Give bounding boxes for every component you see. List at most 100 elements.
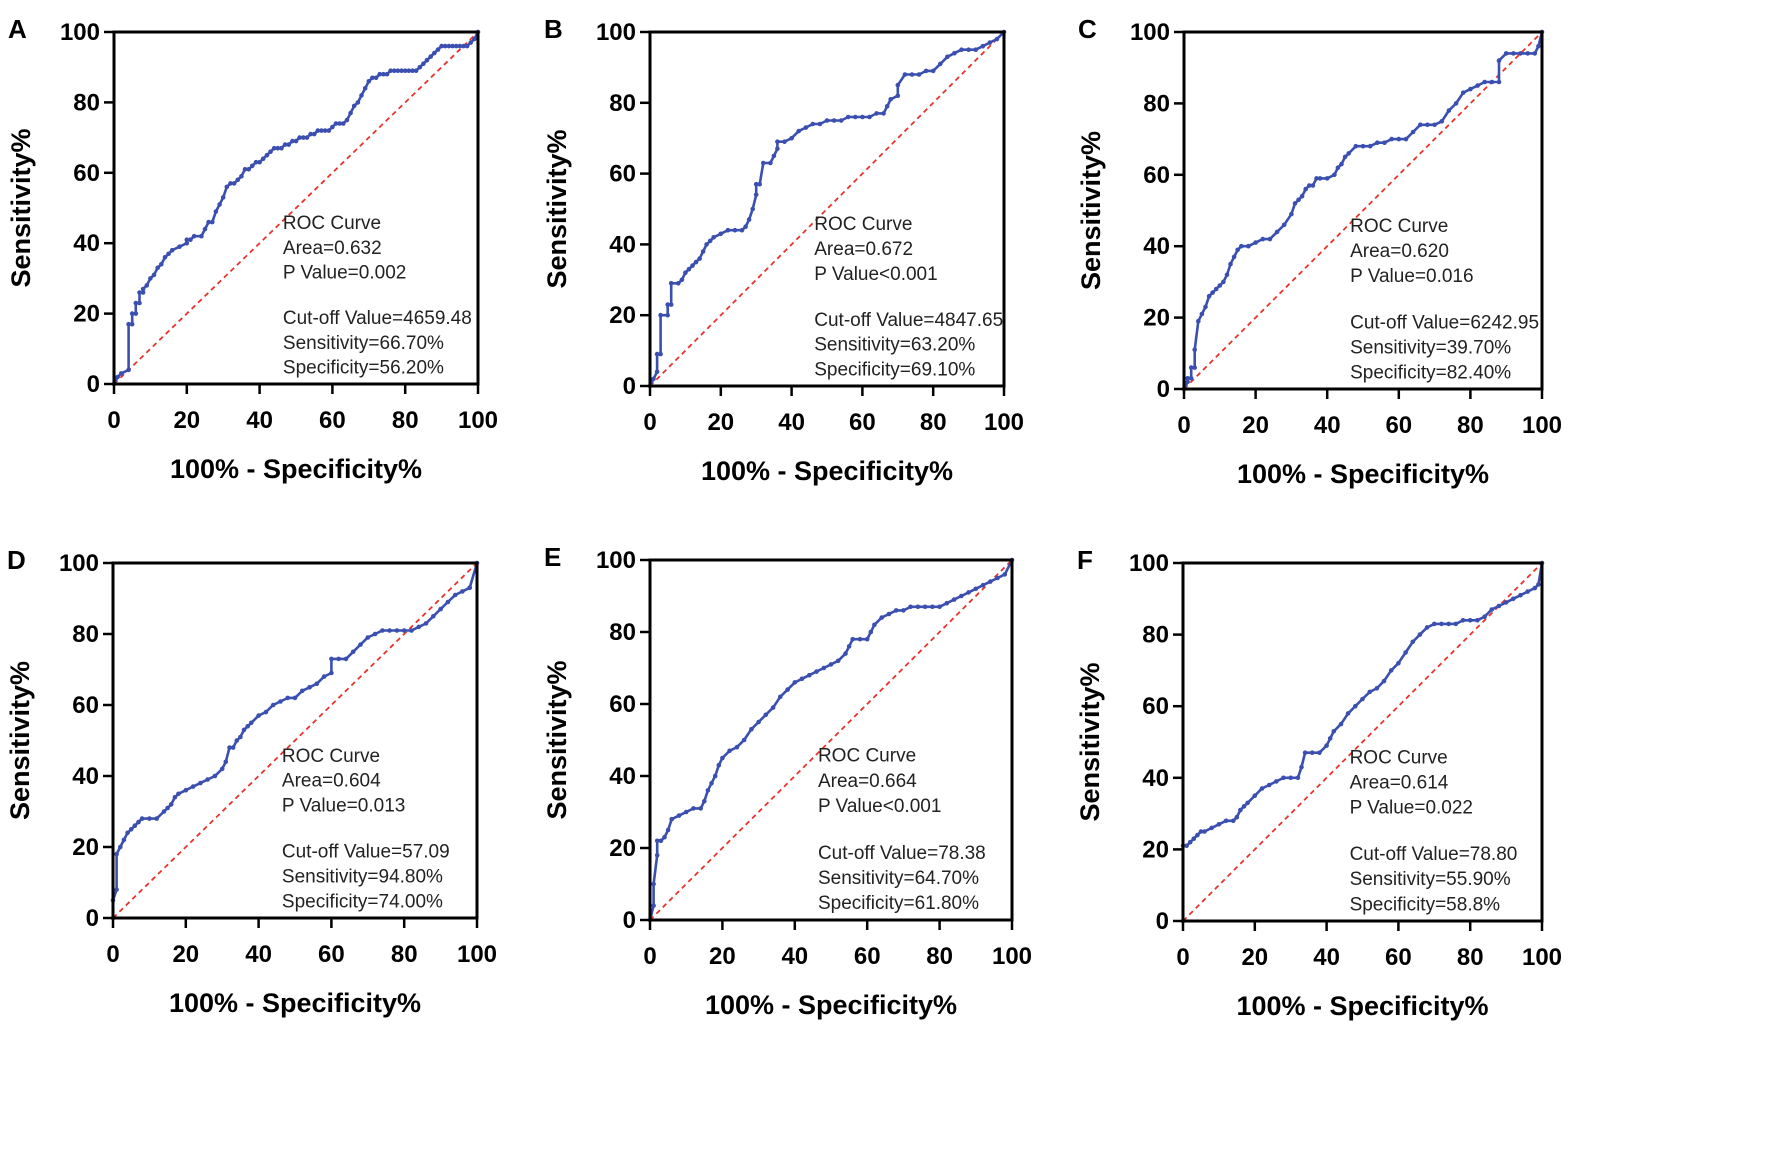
roc-point [757,181,762,187]
roc-point [1184,843,1189,849]
roc-point [1525,51,1530,56]
roc-point [446,43,452,49]
roc-point [1503,51,1509,56]
x-tick-label: 20 [173,407,200,434]
x-tick-label: 20 [709,943,736,970]
roc-point [835,658,841,664]
roc-point [1496,79,1502,85]
panel-letter: A [8,14,27,44]
roc-point [169,247,175,253]
roc-point [1246,243,1251,249]
x-tick-label: 100 [984,409,1024,436]
plot-frame [1182,30,1544,391]
roc-point [668,302,674,307]
panel-d: D 0 20 40 60 80 100 0 20 40 60 80 100 100% - Specific… [5,545,497,1018]
roc-point [395,68,401,73]
roc-point [1475,83,1480,88]
roc-point [1360,143,1366,149]
roc-point [860,114,865,120]
roc-point [980,582,986,588]
roc-point [293,138,299,144]
roc-point [923,68,929,74]
roc-point [1503,600,1509,605]
roc-annotation-line: Cut-off Value=4847.65 [814,310,1003,331]
y-tick-label: 60 [1142,693,1169,720]
x-tick-label: 100 [458,407,498,434]
roc-point [756,719,761,725]
roc-point [1475,618,1480,623]
roc-point [1489,607,1494,612]
roc-point [1299,764,1304,770]
roc-point [693,259,699,265]
roc-point [959,593,964,599]
roc-point [366,79,372,84]
roc-point [707,238,713,244]
roc-point [1188,376,1194,381]
roc-point [118,844,123,850]
roc-point [1360,696,1365,702]
roc-point [228,181,233,186]
roc-point [1209,825,1214,831]
roc-point [796,128,801,134]
roc-point [1453,621,1459,627]
roc-point [1217,283,1223,288]
x-tick-label: 60 [849,409,876,436]
roc-point [1396,136,1402,142]
roc-point [154,816,159,821]
roc-point [1199,311,1205,317]
roc-point [718,231,724,237]
y-tick-label: 100 [596,547,636,574]
roc-point [1432,621,1437,627]
roc-point [133,300,139,306]
roc-point [468,40,474,45]
roc-curve-line [648,31,1005,387]
roc-point [140,286,146,292]
roc-point [184,237,190,242]
x-tick-label: 20 [1241,944,1268,971]
roc-point [206,219,211,225]
roc-point [1511,51,1516,56]
roc-point [238,734,243,740]
roc-point [409,628,414,633]
roc-point [1403,650,1408,655]
roc-point [1489,79,1495,85]
roc-annotation-line: Area=0.620 [1350,241,1449,262]
roc-point [428,54,434,59]
roc-point [115,374,120,380]
roc-annotation-line: ROC Curve [818,746,916,767]
roc-point [136,819,141,825]
roc-point [231,181,237,186]
x-tick-label: 60 [319,407,346,434]
roc-point [384,71,390,77]
roc-point [679,277,685,283]
y-tick-label: 40 [73,230,100,257]
x-tick-label: 0 [107,407,120,434]
roc-point [1274,779,1279,784]
x-tick-label: 20 [1242,412,1269,439]
y-tick-label: 0 [623,373,636,400]
roc-annotation-line: Specificity=82.40% [1350,362,1511,383]
roc-point [1446,108,1452,113]
roc-point [431,614,436,619]
roc-point [893,608,899,613]
roc-annotation-line: ROC Curve [282,746,380,767]
roc-point [387,628,392,633]
roc-point [1317,176,1323,181]
roc-point [1403,136,1409,142]
roc-point [308,131,313,137]
roc-point [799,676,805,682]
roc-point [850,636,855,642]
x-axis-title: 100% - Specificity% [701,456,953,486]
roc-point [857,636,863,642]
roc-point [665,302,670,307]
reference-diagonal [649,31,1005,387]
roc-point [172,795,178,800]
roc-annotation-line: Specificity=69.10% [814,359,975,380]
roc-point [300,688,305,694]
roc-point [1221,279,1226,285]
roc-point [1317,750,1322,755]
roc-point [304,135,310,140]
roc-point [329,670,334,676]
roc-point [654,351,660,357]
roc-point [1210,290,1215,295]
